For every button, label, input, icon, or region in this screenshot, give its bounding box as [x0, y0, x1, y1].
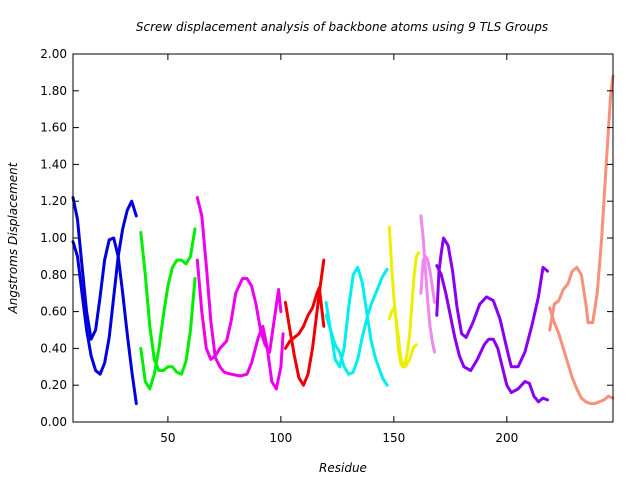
series-line-6-2	[387, 306, 418, 369]
y-tick-label: 1.60	[40, 121, 67, 135]
ticks-layer: 0.00 0.20 0.40 0.60 0.80 1.00 1.20 1.40 1.60 1.80…	[40, 47, 613, 445]
y-tick-label: 0.60	[40, 305, 67, 319]
series-line-1-1	[71, 199, 138, 376]
x-tick-label: 200	[495, 431, 518, 445]
series-line-5-1	[324, 265, 389, 387]
series-line-9-2	[548, 306, 615, 406]
series-line-3-2	[195, 258, 283, 361]
y-tick-label: 1.20	[40, 194, 67, 208]
y-tick-label: 1.80	[40, 84, 67, 98]
series-layer	[71, 74, 615, 406]
y-tick-label: 0.00	[40, 415, 67, 429]
series-line-8-1	[435, 236, 549, 369]
series-line-4-1	[283, 258, 326, 387]
y-tick-label: 0.80	[40, 268, 67, 282]
y-axis-label: Angstroms Displacement	[6, 161, 20, 314]
y-tick-label: 0.20	[40, 378, 67, 392]
series-line-2-2	[139, 227, 197, 391]
series-line-8-2	[435, 264, 549, 404]
x-tick-label: 50	[160, 431, 175, 445]
x-axis-label: Residue	[319, 461, 367, 475]
x-tick-label: 100	[269, 431, 292, 445]
series-line-9-1	[548, 74, 615, 332]
series-line-5-2	[324, 267, 389, 376]
y-tick-label: 2.00	[40, 47, 67, 61]
chart-title: Screw displacement analysis of backbone …	[136, 20, 548, 34]
y-tick-label: 0.40	[40, 341, 67, 355]
series-line-2-1	[139, 231, 197, 376]
series-line-7-1	[419, 214, 436, 354]
y-tick-label: 1.40	[40, 157, 67, 171]
series-line-4-2	[283, 286, 326, 350]
series-line-7-2	[419, 254, 436, 304]
series-line-1-2	[71, 196, 138, 406]
y-tick-label: 1.00	[40, 231, 67, 245]
series-line-3-1	[195, 196, 285, 391]
x-tick-label: 150	[382, 431, 405, 445]
